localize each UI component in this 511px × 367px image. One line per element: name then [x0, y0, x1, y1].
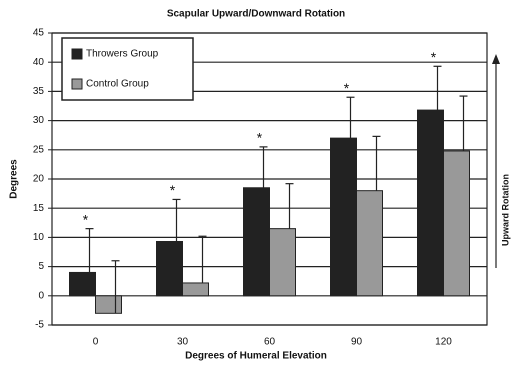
legend-box: [61, 37, 194, 101]
legend-swatch: [71, 48, 83, 60]
x-tick-label: 60: [264, 337, 276, 348]
bar: [243, 187, 270, 297]
y-tick-label: -5: [35, 320, 44, 331]
significance-marker: *: [170, 182, 176, 198]
x-tick-label: 90: [351, 337, 363, 348]
chart-title: Scapular Upward/Downward Rotation: [167, 9, 345, 20]
bar: [356, 190, 383, 297]
x-tick-label: 0: [93, 337, 99, 348]
x-axis-label: Degrees of Humeral Elevation: [185, 351, 327, 362]
legend-label: Control Group: [86, 79, 149, 90]
significance-marker: *: [344, 80, 350, 96]
bar: [95, 295, 122, 314]
significance-marker: *: [257, 130, 263, 146]
bar: [330, 137, 357, 297]
y-tick-label: 30: [33, 115, 45, 126]
y-tick-label: 45: [33, 28, 45, 39]
significance-marker: *: [83, 211, 89, 227]
bar: [417, 109, 444, 297]
y-tick-label: 40: [33, 57, 45, 68]
y-axis-label: Degrees: [9, 159, 20, 199]
arrow-head: [492, 54, 500, 64]
bar: [269, 228, 296, 297]
bar: [69, 271, 96, 297]
significance-marker: *: [431, 49, 437, 65]
y-tick-label: 20: [33, 174, 45, 185]
legend-label: Throwers Group: [86, 49, 159, 60]
x-tick-label: 120: [435, 337, 452, 348]
bar: [443, 150, 470, 297]
y-tick-label: 25: [33, 144, 45, 155]
x-tick-label: 30: [177, 337, 189, 348]
y-tick-label: 35: [33, 86, 45, 97]
annotation: Upward Rotation: [500, 174, 510, 246]
bar: [182, 282, 209, 297]
legend-swatch: [71, 78, 83, 90]
y-tick-label: 5: [38, 261, 44, 272]
y-tick-label: 10: [33, 232, 45, 243]
y-tick-label: 15: [33, 203, 45, 214]
y-tick-label: 0: [38, 290, 44, 301]
bar: [156, 240, 183, 297]
